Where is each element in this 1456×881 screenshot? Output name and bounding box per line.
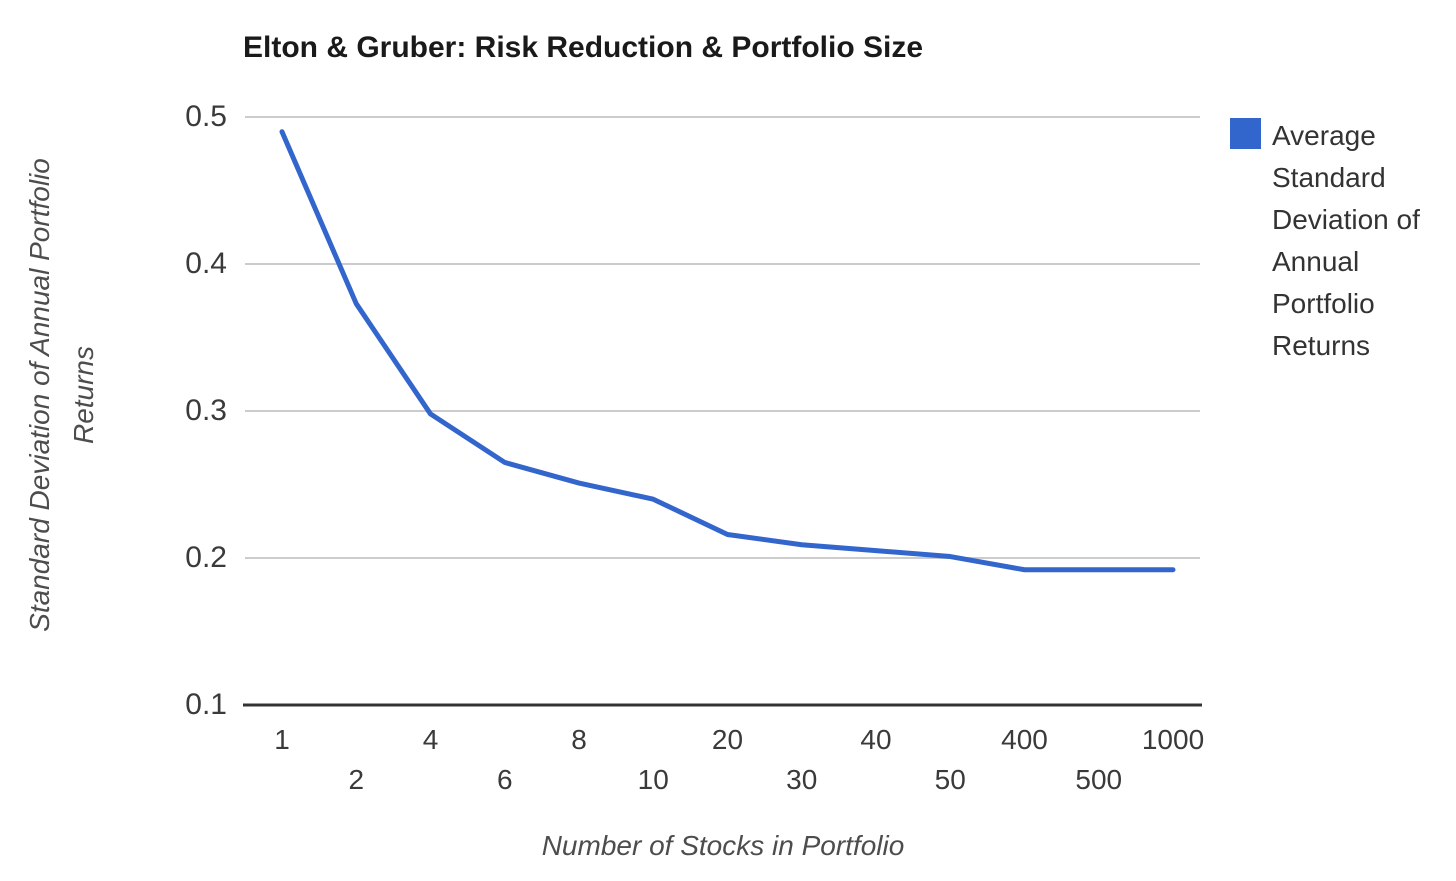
y-tick-label: 0.5: [185, 100, 227, 133]
x-tick-label: 50: [934, 764, 966, 795]
series-line: [279, 129, 1176, 573]
x-tick-label: 10: [637, 764, 669, 795]
y-tick-label: 0.3: [185, 394, 227, 427]
x-axis-title: Number of Stocks in Portfolio: [541, 830, 905, 861]
y-axis-title: Standard Deviation of Annual Portfolio R…: [24, 158, 99, 632]
x-tick-label: 1000: [1141, 724, 1205, 755]
x-tick-label: 2: [348, 764, 365, 795]
chart-title: Elton & Gruber: Risk Reduction & Portfol…: [243, 31, 924, 64]
gridlines: [245, 116, 1200, 559]
y-tick-label: 0.4: [185, 247, 227, 280]
x-tick-label: 40: [860, 724, 892, 755]
y-tick-label: 0.2: [185, 541, 227, 574]
x-tick-label: 500: [1075, 764, 1123, 795]
x-tick-label: 20: [711, 724, 744, 755]
x-tick-label: 30: [786, 764, 818, 795]
x-tick-label: 4: [422, 724, 439, 755]
x-tick-label: 6: [496, 764, 513, 795]
legend-swatch: [1230, 118, 1261, 149]
y-tick-label: 0.1: [185, 688, 227, 721]
x-tick-label: 1: [274, 724, 290, 755]
x-tick-label: 8: [571, 724, 587, 755]
legend-label: Average Standard Deviation of Annual Por…: [1272, 120, 1420, 361]
x-tick-label: 400: [1001, 724, 1048, 755]
